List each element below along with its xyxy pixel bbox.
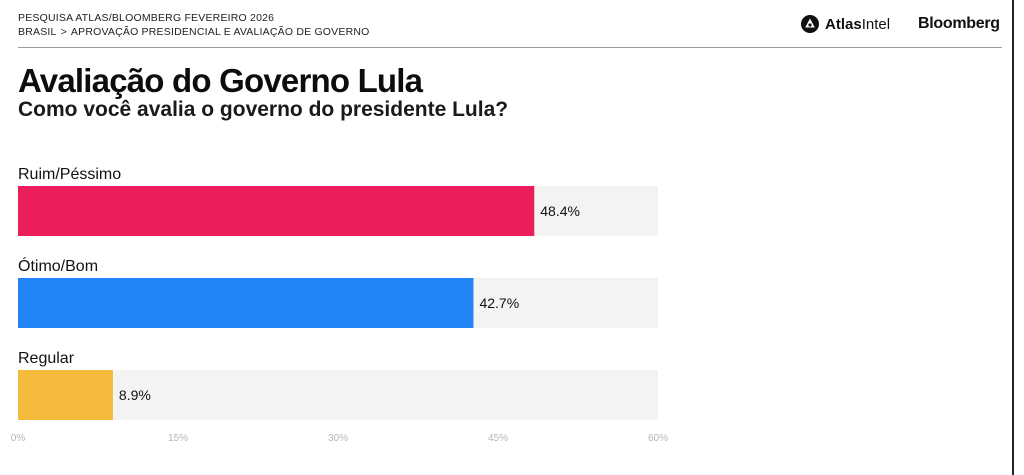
category-label: Ótimo/Bom — [18, 256, 98, 275]
atlasintel-logo[interactable]: AtlasIntel — [800, 14, 890, 34]
x-tick-label: 60% — [648, 433, 668, 444]
x-tick-label: 0% — [11, 433, 26, 444]
category-label: Regular — [18, 350, 75, 367]
bar — [18, 370, 113, 420]
x-tick-label: 45% — [488, 433, 508, 444]
bar-value-label: 8.9% — [119, 387, 151, 403]
breadcrumb-separator: > — [60, 26, 67, 38]
window-edge — [1012, 0, 1014, 475]
atlasintel-mark-icon — [801, 15, 819, 33]
bar — [18, 186, 535, 236]
atlasintel-wordmark: AtlasIntel — [825, 15, 891, 33]
survey-name: PESQUISA ATLAS/BLOOMBERG FEVEREIRO 2026 — [18, 12, 275, 24]
breadcrumb-item-topic[interactable]: APROVAÇÃO PRESIDENCIAL E AVALIAÇÃO DE GO… — [70, 26, 370, 38]
header: PESQUISA ATLAS/BLOOMBERG FEVEREIRO 2026 … — [18, 12, 1002, 48]
breadcrumb-item-country[interactable]: BRASIL — [18, 26, 57, 38]
bloomberg-logo[interactable]: Bloomberg — [918, 15, 1000, 32]
bar-value-label: 48.4% — [540, 203, 580, 219]
page-title: Avaliação do Governo Lula — [18, 62, 423, 99]
bar-track — [18, 370, 658, 420]
x-tick-label: 15% — [168, 433, 188, 444]
category-label: Ruim/Péssimo — [18, 166, 121, 183]
x-tick-label: 30% — [328, 433, 348, 444]
bar-value-label: 42.7% — [479, 295, 519, 311]
breadcrumb: BRASIL > APROVAÇÃO PRESIDENCIAL E AVALIAÇÃ… — [18, 26, 370, 38]
bar — [18, 278, 474, 328]
page-subtitle: Como você avalia o governo do presidente… — [18, 98, 509, 121]
